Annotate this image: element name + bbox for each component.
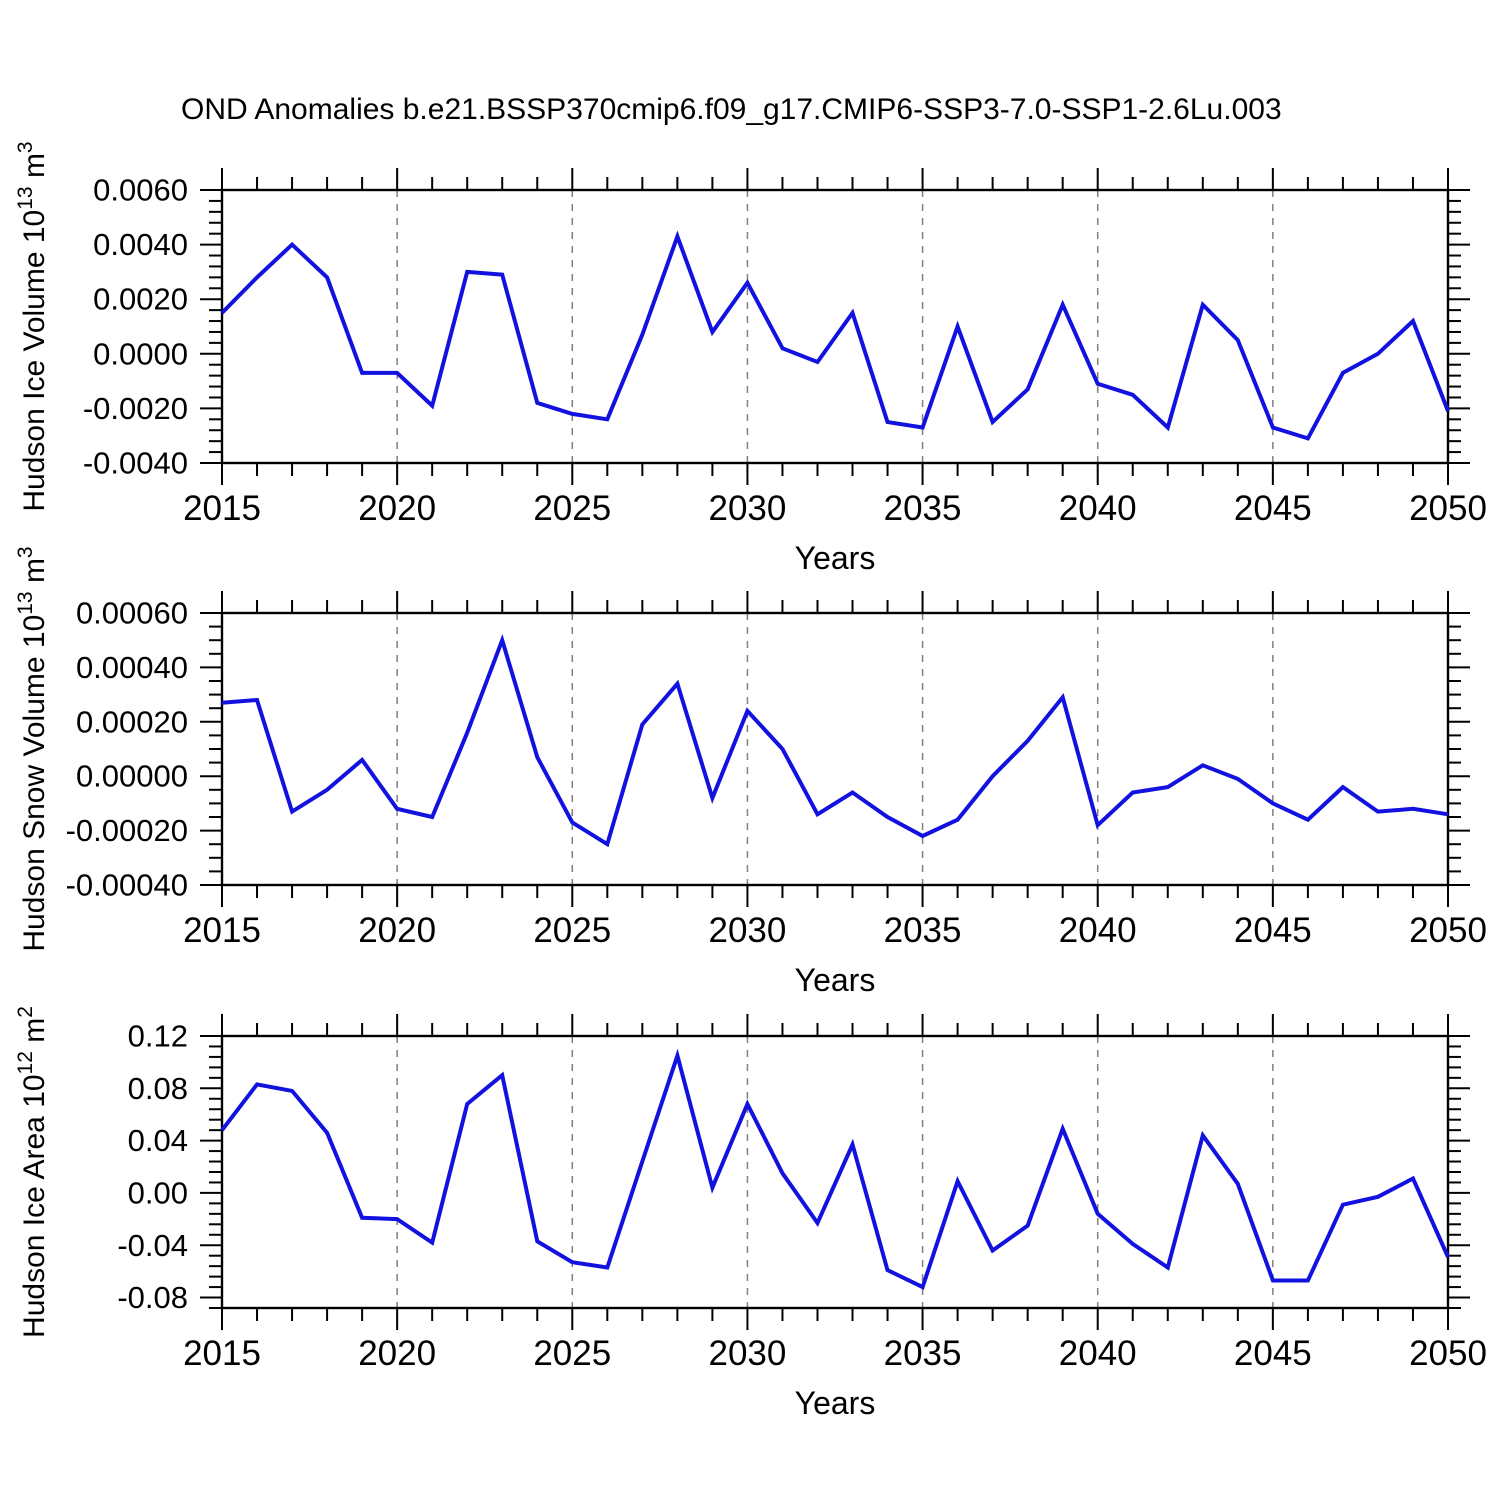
y-axis-ticks xyxy=(200,189,1470,464)
figure-title: OND Anomalies b.e21.BSSP370cmip6.f09_g17… xyxy=(181,93,1282,126)
x-axis-ticks xyxy=(221,591,1449,907)
svg-text:2025: 2025 xyxy=(533,1334,611,1373)
svg-text:2025: 2025 xyxy=(533,489,611,528)
plot-frame xyxy=(220,188,1450,465)
svg-text:2035: 2035 xyxy=(884,489,962,528)
svg-text:2050: 2050 xyxy=(1409,911,1487,950)
svg-text:2045: 2045 xyxy=(1234,1334,1312,1373)
svg-text:-0.0040: -0.0040 xyxy=(83,446,188,481)
series-line-hudson-snow-volume xyxy=(221,633,1449,848)
svg-text:2030: 2030 xyxy=(708,1334,786,1373)
svg-text:2030: 2030 xyxy=(708,911,786,950)
x-axis-title: Years xyxy=(795,962,876,998)
chart-hudson-ice-volume: 0.0060 0.0040 0.0020 0.0000 -0.0020 -0.0040 20… xyxy=(14,141,1487,576)
svg-text:2025: 2025 xyxy=(533,911,611,950)
svg-text:-0.00040: -0.00040 xyxy=(66,868,188,903)
svg-text:2035: 2035 xyxy=(884,1334,962,1373)
y-tick-labels: 0.0060 0.0040 0.0020 0.0000 -0.0020 -0.0040 xyxy=(83,173,188,481)
x-axis-title: Years xyxy=(795,1385,876,1421)
series-line-hudson-ice-area xyxy=(220,1048,1450,1290)
svg-text:2040: 2040 xyxy=(1059,911,1137,950)
x-tick-labels: 2015 2020 2025 2030 2035 2040 2045 2050 xyxy=(183,489,1487,528)
svg-text:0.0020: 0.0020 xyxy=(93,282,188,317)
svg-text:2015: 2015 xyxy=(183,1334,261,1373)
y-axis-ticks xyxy=(200,1035,1470,1309)
svg-text:0.00: 0.00 xyxy=(128,1175,188,1210)
plot-frame xyxy=(220,1034,1450,1310)
svg-text:-0.00020: -0.00020 xyxy=(66,813,188,848)
svg-text:0.00060: 0.00060 xyxy=(76,596,188,631)
svg-text:2045: 2045 xyxy=(1234,489,1312,528)
y-axis-title: Hudson Ice Volume 1013 m3 xyxy=(14,141,51,511)
svg-text:0.0040: 0.0040 xyxy=(93,227,188,262)
series-line-hudson-ice-volume xyxy=(220,230,1450,441)
svg-text:2015: 2015 xyxy=(183,911,261,950)
svg-text:2015: 2015 xyxy=(183,489,261,528)
svg-text:0.00000: 0.00000 xyxy=(76,759,188,794)
y-axis-title: Hudson Ice Area 1012 m2 xyxy=(14,1006,51,1338)
x-axis-ticks xyxy=(221,168,1449,485)
svg-text:0.12: 0.12 xyxy=(128,1019,188,1054)
x-tick-labels: 2015 2020 2025 2030 2035 2040 2045 2050 xyxy=(183,911,1487,950)
gridlines xyxy=(396,190,1274,463)
x-axis-ticks xyxy=(221,1014,1449,1330)
svg-text:2020: 2020 xyxy=(358,911,436,950)
gridlines xyxy=(396,613,1274,885)
svg-text:2020: 2020 xyxy=(358,489,436,528)
svg-text:2030: 2030 xyxy=(708,489,786,528)
svg-text:2045: 2045 xyxy=(1234,911,1312,950)
svg-text:2040: 2040 xyxy=(1059,489,1137,528)
svg-text:0.00020: 0.00020 xyxy=(76,704,188,739)
svg-text:0.0000: 0.0000 xyxy=(93,336,188,371)
svg-text:-0.0020: -0.0020 xyxy=(83,391,188,426)
svg-text:0.08: 0.08 xyxy=(128,1071,188,1106)
svg-text:0.00040: 0.00040 xyxy=(76,650,188,685)
svg-text:0.0060: 0.0060 xyxy=(93,173,188,208)
svg-text:0.04: 0.04 xyxy=(128,1123,188,1158)
y-axis-title: Hudson Snow Volume 1013 m3 xyxy=(14,546,51,951)
svg-text:2035: 2035 xyxy=(884,911,962,950)
svg-text:2040: 2040 xyxy=(1059,1334,1137,1373)
plot-frame xyxy=(220,611,1450,887)
svg-text:-0.04: -0.04 xyxy=(117,1228,188,1263)
y-tick-labels: 0.00060 0.00040 0.00020 0.00000 -0.00020 -0.0… xyxy=(66,596,188,903)
gridlines xyxy=(396,1036,1274,1308)
svg-text:-0.08: -0.08 xyxy=(117,1280,188,1315)
x-axis-title: Years xyxy=(795,540,876,576)
chart-hudson-snow-volume: 0.00060 0.00040 0.00020 0.00000 -0.00020 -0.0… xyxy=(14,546,1487,998)
svg-text:2050: 2050 xyxy=(1409,1334,1487,1373)
y-axis-ticks xyxy=(200,612,1470,886)
svg-text:2050: 2050 xyxy=(1409,489,1487,528)
y-tick-labels: 0.12 0.08 0.04 0.00 -0.04 -0.08 xyxy=(117,1019,188,1316)
x-tick-labels: 2015 2020 2025 2030 2035 2040 2045 2050 xyxy=(183,1334,1487,1373)
svg-text:2020: 2020 xyxy=(358,1334,436,1373)
